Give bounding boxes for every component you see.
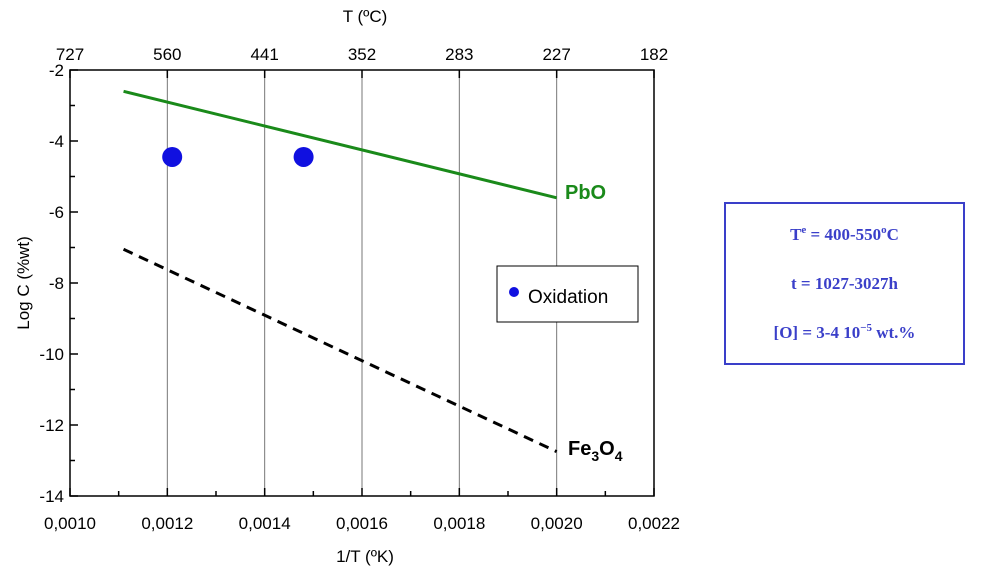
x-tick-label-1: 0,0012 <box>141 514 193 533</box>
x-tick-label-4: 0,0018 <box>433 514 485 533</box>
top-tick-label-2: 441 <box>250 45 278 64</box>
y-tick-label-0: -2 <box>49 61 64 80</box>
y-tick-label-2: -6 <box>49 203 64 222</box>
oxygen-suffix: wt.% <box>871 322 916 342</box>
fe3o4-label-sub2: 4 <box>615 448 623 464</box>
oxidation-point-1 <box>293 146 314 167</box>
y-axis-title: Log C (%wt) <box>14 236 33 330</box>
temp-value: = 400-550 <box>806 224 882 244</box>
x-axis-title: 1/T (ºK) <box>336 547 394 566</box>
axis-ticks <box>69 69 655 497</box>
y-tick-label-1: -4 <box>49 132 64 151</box>
top-tick-label-6: 182 <box>640 45 668 64</box>
series-line-pbo <box>123 89 558 200</box>
x-tick-label-2: 0,0014 <box>239 514 291 533</box>
legend: Oxidation <box>496 265 639 323</box>
legend-box <box>496 265 639 323</box>
fe3o4-label-o: O <box>599 438 615 460</box>
oxygen-prefix: [O] = 3-4 10 <box>773 322 861 342</box>
top-tick-label-0: 727 <box>56 45 84 64</box>
series-label-fe3o4: Fe3O4 <box>568 438 623 464</box>
series-label-pbo: PbO <box>565 182 606 204</box>
fe3o4-label-sub1: 3 <box>591 448 599 464</box>
legend-label-oxidation: Oxidation <box>528 287 608 308</box>
oxygen-condition: [O] = 3-4 10−5 wt.% <box>773 321 916 343</box>
x-tick-label-6: 0,0022 <box>628 514 680 533</box>
top-tick-label-3: 352 <box>348 45 376 64</box>
top-axis-title: T (ºC) <box>343 7 388 26</box>
y-tick-label-5: -12 <box>39 416 64 435</box>
pbo-label-text: PbO <box>565 182 606 204</box>
x-tick-label-0: 0,0010 <box>44 514 96 533</box>
y-tick-label-3: -8 <box>49 274 64 293</box>
y-tick-label-6: -14 <box>39 487 64 506</box>
oxygen-sup: −5 <box>860 321 872 334</box>
conditions-box: Te = 400-550oC t = 1027-3027h [O] = 3-4 … <box>724 202 965 365</box>
fe3o4-label-fe: Fe <box>568 438 591 460</box>
temp-prefix: T <box>790 224 802 244</box>
temp-sup: e <box>801 223 807 236</box>
series-line-fe3o4 <box>122 247 558 453</box>
top-tick-label-1: 560 <box>153 45 181 64</box>
x-tick-label-3: 0,0016 <box>336 514 388 533</box>
top-tick-label-5: 227 <box>542 45 570 64</box>
legend-marker-oxidation <box>509 287 519 297</box>
tick-labels: 0,0010 0,0012 0,0014 0,0016 0,0018 0,0020 0,00… <box>39 45 680 533</box>
y-tick-label-4: -10 <box>39 345 64 364</box>
data-points <box>162 146 314 167</box>
x-tick-label-5: 0,0020 <box>531 514 583 533</box>
oxidation-point-0 <box>162 146 183 167</box>
time-condition: t = 1027-3027h <box>791 273 898 293</box>
temp-unit: C <box>886 224 899 244</box>
top-tick-label-4: 283 <box>445 45 473 64</box>
series-lines <box>122 89 558 453</box>
temperature-condition: Te = 400-550oC <box>790 223 899 245</box>
temp-unit-sup: o <box>881 223 887 236</box>
